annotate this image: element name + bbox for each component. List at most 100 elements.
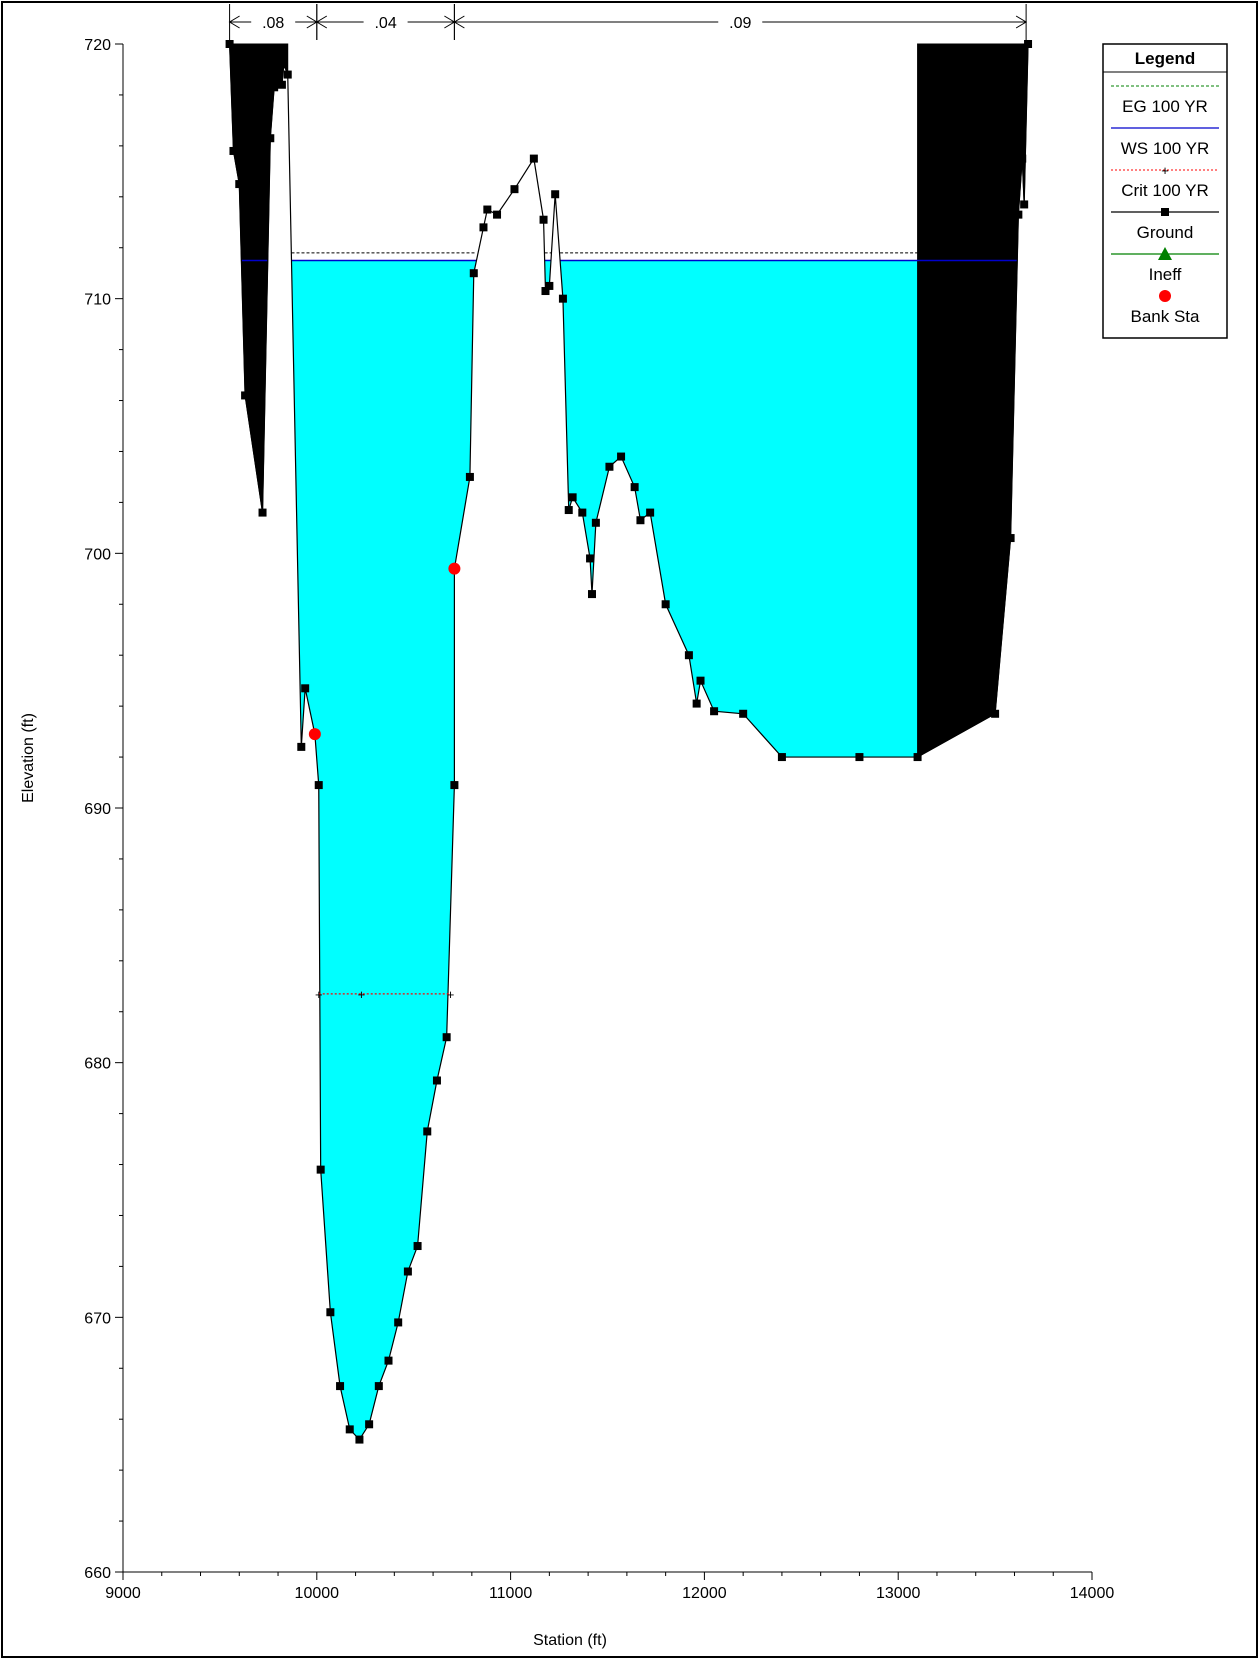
ground-point — [568, 493, 577, 502]
ground-point — [403, 1267, 412, 1276]
ground-point — [564, 506, 573, 515]
ground-point — [326, 1308, 335, 1317]
ground-point — [297, 742, 306, 751]
ground-point — [1020, 200, 1029, 209]
ground-point — [1006, 534, 1015, 543]
legend-item-label: Ineff — [1149, 265, 1182, 284]
legend-item-label: WS 100 YR — [1121, 139, 1210, 158]
ground-point — [913, 753, 922, 762]
ground-point — [696, 676, 705, 685]
manning-n-label: .04 — [374, 15, 396, 32]
ground-point — [479, 223, 488, 232]
ground-point — [586, 554, 595, 563]
ground-point — [493, 210, 502, 219]
legend-box — [1102, 43, 1228, 339]
ground-point — [710, 707, 719, 716]
bank-station-point — [308, 728, 321, 741]
legend-item-label: Ground — [1137, 223, 1194, 242]
y-tick-label: 690 — [84, 801, 111, 818]
ground-point — [316, 1165, 325, 1174]
ground-point — [558, 294, 567, 303]
axes-layer: 660 670 680 690 700 710 720 9000 10000 11000 12000… — [84, 37, 1114, 1602]
legend-ineff-marker — [1158, 247, 1172, 260]
x-tick-label: 13000 — [876, 1585, 921, 1602]
ground-point — [314, 781, 323, 790]
ground-point — [529, 154, 538, 163]
ground-point — [279, 60, 288, 69]
crit-marker: + — [358, 987, 366, 1002]
ground-point — [591, 518, 600, 527]
ground-point — [661, 600, 670, 609]
ground-point — [229, 146, 238, 155]
y-tick-label: 670 — [84, 1310, 111, 1327]
ground-point — [374, 1382, 383, 1391]
ground-point — [545, 281, 554, 290]
y-tick-label: 680 — [84, 1056, 111, 1073]
n-arrow-head — [228, 15, 240, 29]
profile-lines-layer — [228, 43, 1029, 1441]
ground-point — [413, 1242, 422, 1251]
x-tick-label: 14000 — [1070, 1585, 1115, 1602]
water-fill-area — [291, 260, 477, 1440]
ground-point — [336, 1382, 345, 1391]
legend-bank-marker — [1159, 290, 1171, 302]
ground-point — [423, 1127, 432, 1136]
ground-point — [235, 180, 244, 189]
crit-marker: + — [315, 987, 323, 1002]
ground-point — [1018, 154, 1027, 163]
markers-layer: + + + — [225, 40, 1033, 1444]
manning-n-layer: .08 .04 .09 — [228, 4, 1028, 40]
manning-n-label: .08 — [262, 15, 284, 32]
ground-point — [739, 709, 748, 718]
ground-point — [270, 83, 279, 92]
y-tick-label: 710 — [84, 292, 111, 309]
x-axis-label: Station (ft) — [533, 1632, 607, 1649]
ground-point — [636, 516, 645, 525]
ground-point — [469, 269, 478, 278]
ground-point — [541, 287, 550, 296]
ground-point — [855, 753, 864, 762]
ground-point — [539, 215, 548, 224]
ground-point — [587, 590, 596, 599]
x-tick-label: 9000 — [105, 1585, 141, 1602]
ground-point — [225, 40, 234, 48]
ground-point — [465, 472, 474, 481]
bank-station-point — [448, 562, 461, 575]
legend-item-label: Bank Sta — [1131, 307, 1201, 326]
ground-point — [551, 190, 560, 199]
y-tick-label: 720 — [84, 37, 111, 54]
ground-point — [510, 185, 519, 194]
n-arrow-head — [315, 15, 328, 29]
ground-point — [241, 391, 250, 400]
x-tick-label: 10000 — [295, 1585, 340, 1602]
ground-point — [450, 781, 459, 790]
x-tick-label: 12000 — [682, 1585, 727, 1602]
ground-point — [684, 651, 693, 660]
manning-n-label: .09 — [729, 15, 751, 32]
ground-point — [630, 483, 639, 492]
ground-point — [692, 699, 701, 708]
ground-point — [777, 753, 786, 762]
y-tick-label: 700 — [84, 546, 111, 563]
ground-point — [483, 205, 492, 214]
ground-point — [266, 134, 275, 143]
ground-point — [283, 70, 292, 79]
legend-ground-marker — [1161, 208, 1169, 216]
ground-point — [1014, 210, 1023, 219]
ground-point — [258, 508, 267, 517]
ground-point — [442, 1033, 451, 1042]
ground-point — [394, 1318, 403, 1327]
legend-crit-marker: + — [1161, 163, 1169, 178]
water-fill-area — [560, 260, 1018, 758]
ground-point — [578, 508, 587, 517]
n-arrow-head — [1015, 15, 1028, 29]
ground-point — [1024, 40, 1033, 48]
ground-point — [277, 80, 286, 89]
ground-point — [301, 684, 310, 693]
y-axis-label: Elevation (ft) — [20, 713, 37, 803]
ground-point — [991, 709, 1000, 718]
ground-point — [605, 462, 614, 471]
legend: Legend EG 100 YR WS 100 YR + Crit 100 YR Grou… — [1102, 43, 1228, 339]
